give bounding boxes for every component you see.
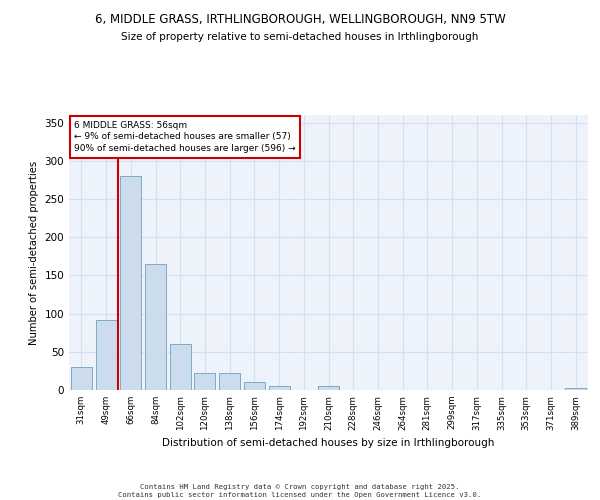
Text: Contains HM Land Registry data © Crown copyright and database right 2025.
Contai: Contains HM Land Registry data © Crown c… (118, 484, 482, 498)
Text: 6 MIDDLE GRASS: 56sqm
← 9% of semi-detached houses are smaller (57)
90% of semi-: 6 MIDDLE GRASS: 56sqm ← 9% of semi-detac… (74, 120, 296, 153)
Bar (95, 320, 116, 390)
Bar (194, 373, 215, 390)
Bar (145, 264, 166, 390)
Text: Size of property relative to semi-detached houses in Irthlingborough: Size of property relative to semi-detach… (121, 32, 479, 42)
Bar (219, 373, 240, 390)
Bar (565, 388, 586, 390)
Bar (318, 386, 339, 390)
Bar (71, 367, 92, 390)
Y-axis label: Number of semi-detached properties: Number of semi-detached properties (29, 160, 39, 344)
Bar (244, 382, 265, 390)
Bar (170, 344, 191, 390)
X-axis label: Distribution of semi-detached houses by size in Irthlingborough: Distribution of semi-detached houses by … (163, 438, 494, 448)
Text: 6, MIDDLE GRASS, IRTHLINGBOROUGH, WELLINGBOROUGH, NN9 5TW: 6, MIDDLE GRASS, IRTHLINGBOROUGH, WELLIN… (95, 12, 505, 26)
Bar (269, 386, 290, 390)
Bar (120, 176, 141, 390)
